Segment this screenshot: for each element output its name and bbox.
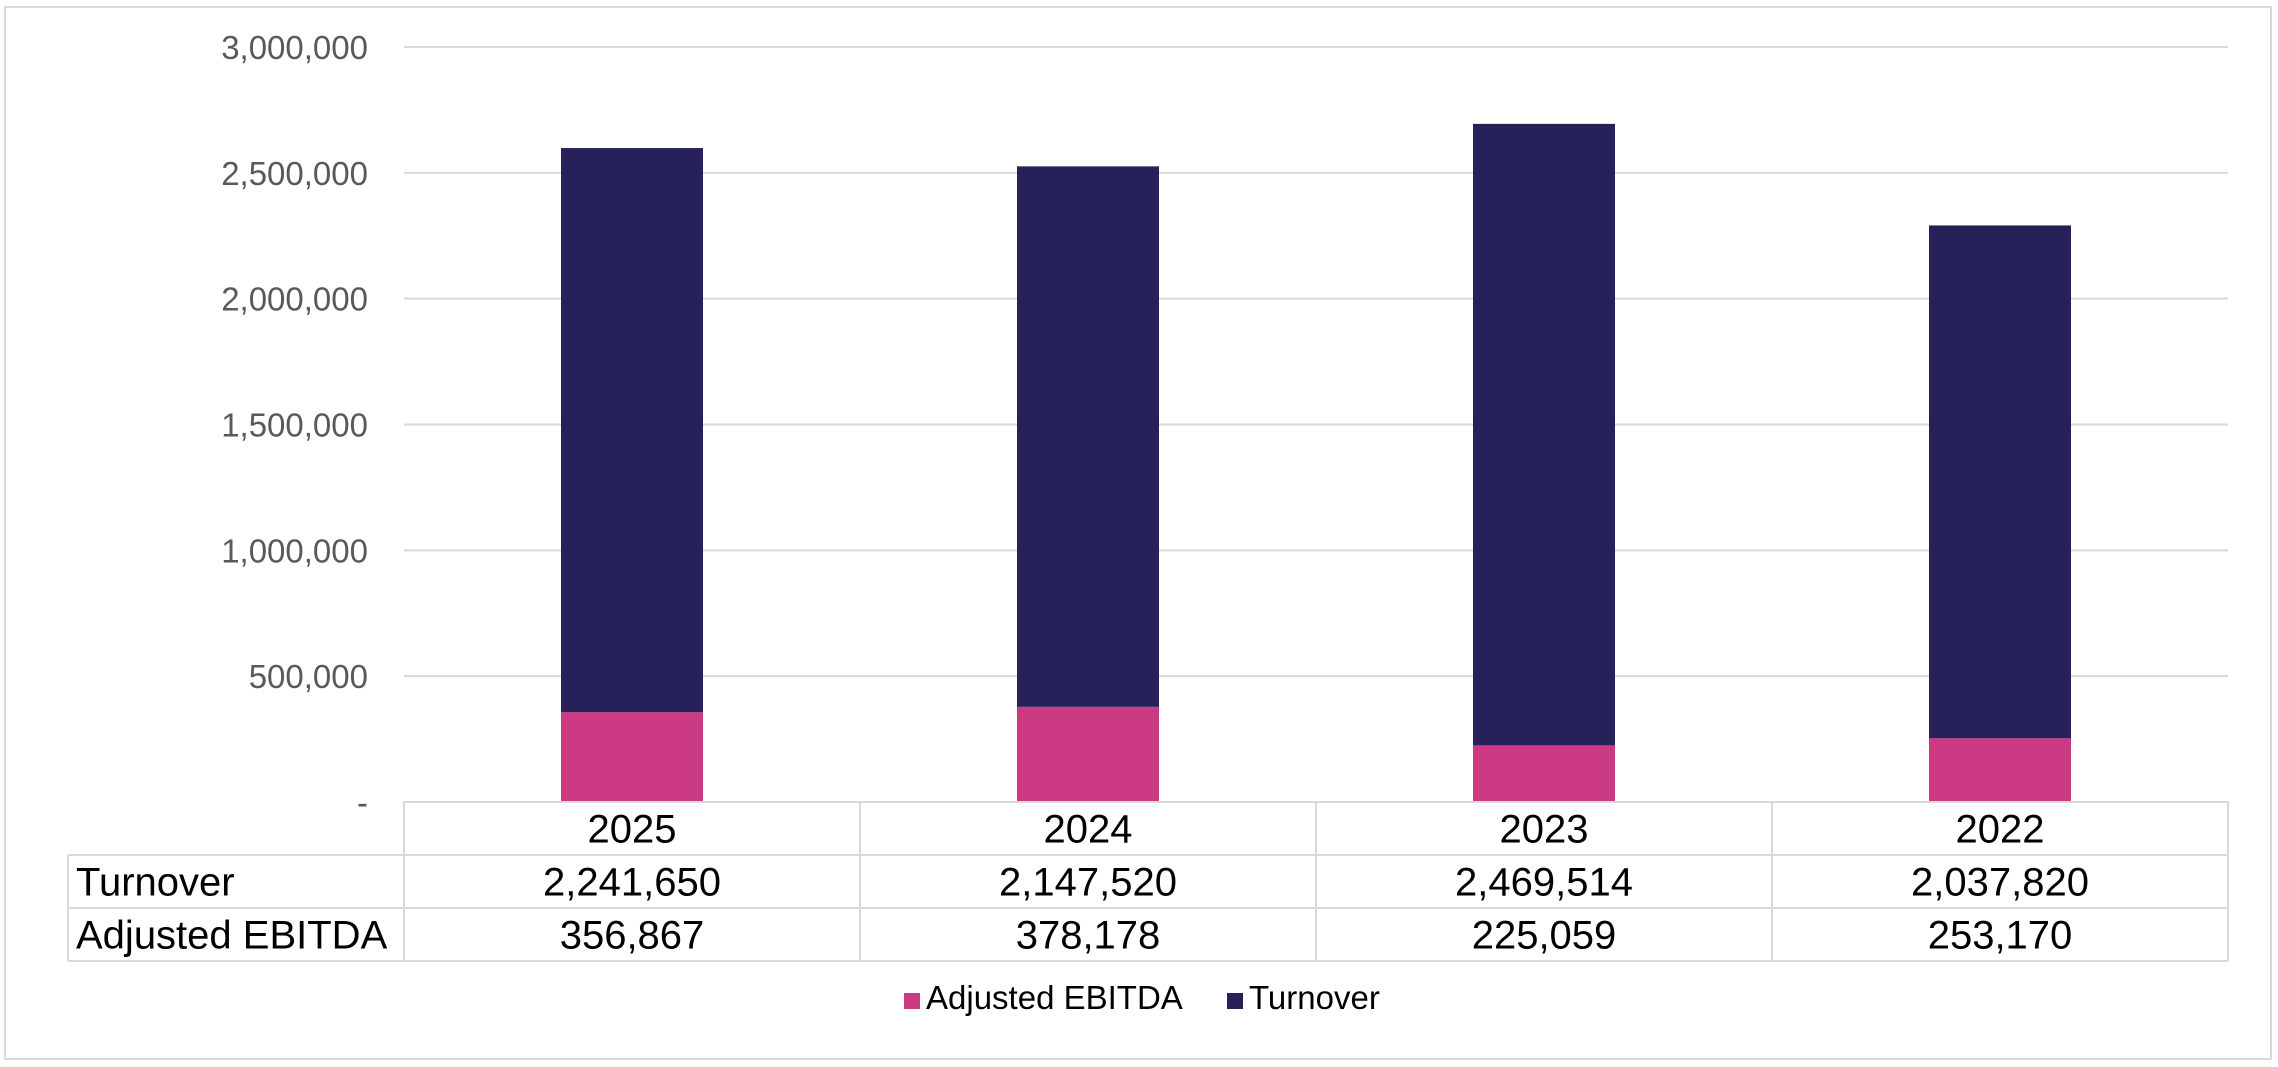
data-table: 2025 2024 2023 2022 Turnover 2,241,650 2,147,5… xyxy=(67,801,2229,962)
legend: Adjusted EBITDA Turnover xyxy=(904,979,1380,1016)
gridlines xyxy=(404,46,2228,678)
y-axis-tick-labels: - 500,000 1,000,000 1,500,000 2,000,000 2,500… xyxy=(221,29,368,821)
category-label: 2022 xyxy=(1956,808,2045,852)
table-cell: 2,037,820 xyxy=(1911,861,2089,905)
table-cell: 2,469,514 xyxy=(1455,861,1633,905)
legend-swatch xyxy=(904,993,920,1009)
category-label: 2024 xyxy=(1044,808,1133,852)
bar-turnover-2024 xyxy=(1017,166,1159,707)
bars xyxy=(561,123,2071,802)
table-cell: 2,241,650 xyxy=(543,861,721,905)
bar-turnover-2025 xyxy=(561,148,703,713)
category-label: 2025 xyxy=(588,808,677,852)
bar-turnover-2022 xyxy=(1929,225,2071,739)
bar-turnover-2023 xyxy=(1473,123,1615,746)
table-cell: 253,170 xyxy=(1928,914,2073,958)
bar-adjusted-ebitda-2025 xyxy=(561,712,703,802)
y-tick-label: 2,500,000 xyxy=(221,155,368,192)
legend-label: Turnover xyxy=(1249,979,1380,1016)
bar-adjusted-ebitda-2022 xyxy=(1929,738,2071,802)
table-cell: 378,178 xyxy=(1016,914,1161,958)
legend-swatch xyxy=(1227,993,1243,1009)
bar-adjusted-ebitda-2023 xyxy=(1473,745,1615,802)
table-cell: 356,867 xyxy=(560,914,705,958)
table-row-label: Adjusted EBITDA xyxy=(76,914,388,958)
category-label: 2023 xyxy=(1500,808,1589,852)
y-tick-label: 500,000 xyxy=(249,658,368,695)
y-tick-label: 2,000,000 xyxy=(221,281,368,318)
y-tick-label: - xyxy=(357,784,368,821)
y-tick-label: 1,500,000 xyxy=(221,407,368,444)
y-tick-label: 3,000,000 xyxy=(221,29,368,66)
legend-label: Adjusted EBITDA xyxy=(926,979,1183,1016)
y-tick-label: 1,000,000 xyxy=(221,532,368,569)
table-cell: 2,147,520 xyxy=(999,861,1177,905)
table-cell: 225,059 xyxy=(1472,914,1617,958)
table-row-label: Turnover xyxy=(76,861,235,905)
bar-adjusted-ebitda-2024 xyxy=(1017,706,1159,802)
